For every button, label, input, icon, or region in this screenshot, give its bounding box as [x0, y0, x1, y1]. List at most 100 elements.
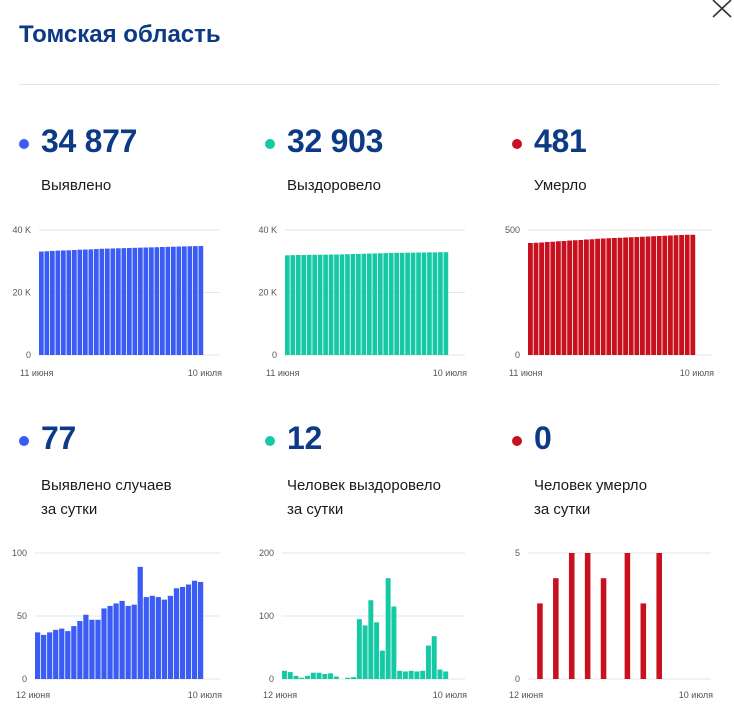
stat-label-line: за сутки — [287, 501, 344, 518]
bar — [306, 254, 312, 355]
bar — [623, 237, 628, 355]
bar — [197, 581, 204, 679]
bar — [182, 246, 187, 355]
bar — [116, 248, 121, 355]
y-tick-label: 20 K — [258, 288, 277, 298]
bar — [612, 238, 617, 355]
stat-card-recovered: 32 903 Выздоровело — [262, 120, 502, 380]
bar — [35, 632, 41, 679]
stat-label-line: за сутки — [41, 501, 98, 518]
bar — [656, 553, 662, 679]
y-tick-label: 0 — [22, 674, 27, 684]
y-tick-label: 40 K — [258, 225, 277, 235]
bar — [155, 597, 161, 679]
stat-label-line: Умерло — [534, 177, 587, 194]
bar — [350, 254, 356, 355]
bar — [367, 253, 372, 355]
bar — [679, 235, 684, 355]
bar — [600, 578, 607, 679]
stat-label: Человек умерло за сутки — [534, 474, 647, 522]
stat-value: 12 — [287, 420, 322, 456]
y-tick-label: 0 — [515, 350, 520, 360]
bar — [149, 247, 154, 355]
bar — [414, 671, 420, 679]
bar — [107, 605, 113, 679]
x-tick-label: 11 июня — [20, 368, 54, 378]
bar — [372, 253, 378, 355]
bar — [537, 603, 543, 679]
bar — [651, 236, 656, 355]
stat-card-detected-daily: 77 Выявлено случаев за сутки — [16, 420, 256, 680]
bar — [165, 246, 171, 355]
bar — [113, 603, 119, 679]
bar — [61, 250, 66, 355]
stat-value: 32 903 — [287, 123, 384, 159]
y-tick-label: 100 — [259, 611, 274, 621]
bar — [171, 246, 176, 355]
stat-label-line: за сутки — [534, 501, 591, 518]
x-tick-label: 11 июня — [266, 368, 300, 378]
bar — [77, 249, 83, 355]
y-tick-label: 50 — [17, 611, 27, 621]
series-dot — [19, 139, 29, 149]
bar — [187, 246, 193, 355]
bar — [437, 669, 443, 679]
bar — [179, 587, 186, 679]
bar — [528, 243, 533, 355]
chart-died-daily: 0 5 12 июня 10 июля — [509, 548, 713, 700]
bar — [438, 252, 443, 355]
bar — [584, 239, 589, 355]
bar — [600, 238, 606, 355]
bar — [282, 670, 287, 679]
x-tick-label: 11 июня — [509, 368, 543, 378]
bar — [334, 254, 339, 355]
bar — [47, 632, 53, 679]
x-tick-label: 10 июля — [188, 368, 222, 378]
stat-value: 34 877 — [41, 123, 138, 159]
series-dot — [512, 436, 522, 446]
bar — [333, 676, 339, 679]
y-tick-label: 5 — [515, 548, 520, 558]
bar — [356, 253, 361, 355]
bar — [89, 619, 95, 679]
chart-detected-total: 0 20 K 40 K 11 июня 10 июля — [12, 225, 222, 378]
bar — [71, 626, 77, 679]
bar — [95, 619, 101, 679]
bar — [77, 621, 83, 679]
bar — [684, 234, 690, 355]
bar — [50, 250, 55, 355]
bar — [377, 253, 383, 355]
bar — [66, 250, 72, 355]
x-tick-label: 10 июля — [679, 690, 713, 700]
bar — [127, 247, 132, 355]
bar — [628, 237, 634, 355]
stat-label-line: Человек выздоровело — [287, 477, 441, 494]
stat-label-line: Выявлено случаев — [41, 477, 172, 494]
bar — [402, 671, 408, 679]
bar — [65, 631, 71, 679]
bar — [383, 253, 389, 355]
page-title: Томская область — [19, 21, 221, 48]
stat-label: Выздоровело — [287, 174, 381, 198]
bar — [539, 242, 544, 355]
bar — [544, 242, 550, 355]
bar — [193, 246, 198, 355]
series-dot — [19, 436, 29, 446]
stat-label: Выявлено случаев за сутки — [41, 474, 172, 522]
bar — [361, 253, 367, 355]
bar — [305, 675, 310, 679]
bar — [595, 238, 600, 355]
x-tick-label: 12 июня — [263, 690, 297, 700]
chart-detected-daily: 0 50 100 12 июня 10 июля — [12, 548, 222, 700]
bar — [88, 249, 94, 355]
bar — [356, 619, 362, 679]
bar — [293, 675, 299, 679]
bar — [83, 249, 88, 355]
bar — [99, 248, 105, 355]
y-tick-label: 0 — [269, 674, 274, 684]
bar — [362, 625, 368, 679]
x-tick-label: 10 июля — [188, 690, 222, 700]
bar — [53, 629, 59, 679]
close-icon[interactable] — [710, 0, 734, 20]
bar — [673, 235, 679, 355]
